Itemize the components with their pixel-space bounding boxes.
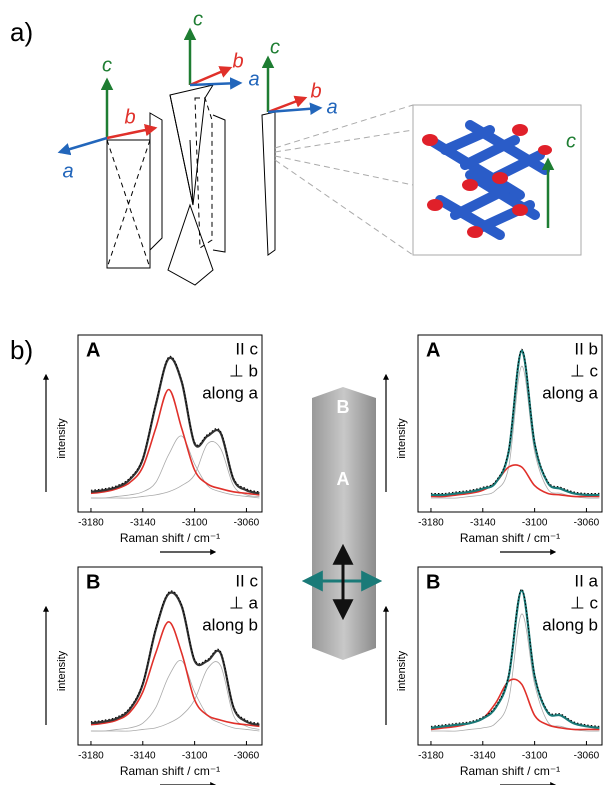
panel-label: B — [86, 571, 100, 593]
crystal-photo — [312, 387, 376, 660]
panel-label: A — [86, 339, 100, 361]
x-axis-label: Raman shift / cm⁻¹ — [460, 764, 560, 778]
axis-label: a — [248, 68, 259, 90]
x-tick-label: -3140 — [470, 518, 496, 529]
y-axis-label: intensity — [396, 418, 408, 459]
annotation: ⊥ c — [570, 361, 599, 380]
x-axis-label: Raman shift / cm⁻¹ — [460, 531, 560, 545]
x-tick-label: -3060 — [574, 518, 600, 529]
panel-label: A — [426, 339, 440, 361]
annotation: along b — [542, 615, 598, 634]
axis-arrow — [190, 83, 240, 85]
axis-label: b — [310, 80, 321, 102]
axis-label: c — [270, 36, 280, 58]
region-label: B — [337, 397, 350, 417]
annotation: along b — [202, 615, 258, 634]
x-tick-label: -3180 — [418, 751, 444, 762]
axis-label: c — [102, 54, 112, 76]
annotation: along a — [542, 383, 598, 402]
axis-label: b — [232, 50, 243, 72]
x-tick-label: -3060 — [234, 518, 260, 529]
annotation: ⊥ c — [570, 593, 599, 612]
annotation: II b — [574, 339, 598, 358]
axis-label: a — [326, 96, 337, 118]
y-axis-label: intensity — [396, 650, 408, 691]
x-axis-label: Raman shift / cm⁻¹ — [120, 764, 220, 778]
page: { "panel_a": { "label": "a)", "triads": … — [0, 0, 603, 785]
inset-axis-label: c — [566, 130, 576, 152]
annotation: along a — [202, 383, 258, 402]
x-tick-label: -3180 — [418, 518, 444, 529]
y-axis-label: intensity — [56, 418, 68, 459]
annotation: II a — [574, 571, 598, 590]
panel-label: a) — [10, 17, 33, 47]
inset-connectors — [275, 105, 413, 255]
axis-label: a — [62, 160, 73, 182]
axis-arrow — [107, 128, 155, 138]
x-tick-label: -3140 — [130, 518, 156, 529]
x-tick-label: -3180 — [78, 751, 104, 762]
x-tick-label: -3060 — [234, 751, 260, 762]
panel-label: b) — [10, 335, 33, 365]
annotation: II c — [235, 339, 258, 358]
x-tick-label: -3100 — [182, 518, 208, 529]
x-tick-label: -3180 — [78, 518, 104, 529]
axis-label: c — [193, 8, 203, 30]
annotation: II c — [235, 571, 258, 590]
region-label: A — [337, 469, 350, 489]
x-axis-label: Raman shift / cm⁻¹ — [120, 531, 220, 545]
x-tick-label: -3060 — [574, 751, 600, 762]
annotation: ⊥ b — [229, 361, 258, 380]
x-tick-label: -3100 — [182, 751, 208, 762]
x-tick-label: -3140 — [470, 751, 496, 762]
annotation: ⊥ a — [229, 593, 259, 612]
x-tick-label: -3140 — [130, 751, 156, 762]
panel-label: B — [426, 571, 440, 593]
x-tick-label: -3100 — [522, 751, 548, 762]
figure: a) c b) B A — [0, 0, 603, 785]
y-axis-label: intensity — [56, 650, 68, 691]
axis-arrow — [60, 138, 107, 152]
x-tick-label: -3100 — [522, 518, 548, 529]
axis-label: b — [124, 106, 135, 128]
